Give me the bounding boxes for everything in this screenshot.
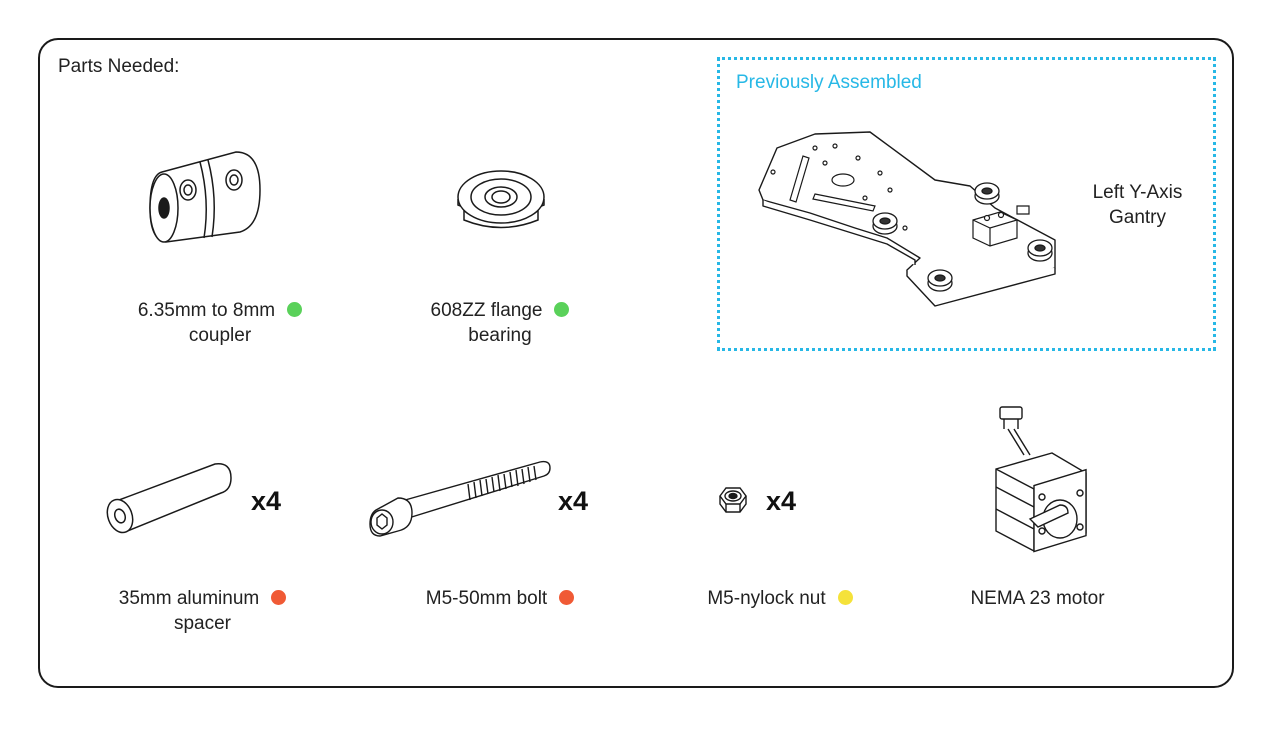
nylock-nut-icon bbox=[716, 484, 750, 516]
previously-assembled-label: Previously Assembled bbox=[736, 72, 922, 93]
part-label-bolt: M5-50mm bolt bbox=[400, 586, 600, 611]
part-name-line2: spacer bbox=[173, 613, 232, 634]
part-name: 6.35mm to 8mm bbox=[137, 300, 276, 321]
gantry-label-line2: Gantry bbox=[1108, 207, 1167, 228]
coupler-icon bbox=[148, 150, 266, 245]
part-label-nut: M5-nylock nut bbox=[680, 586, 880, 611]
gantry-label-line1: Left Y-Axis bbox=[1092, 182, 1183, 203]
spacer-icon bbox=[105, 460, 235, 535]
gantry-label: Left Y-Axis Gantry bbox=[1070, 180, 1205, 230]
part-label-coupler: 6.35mm to 8mm coupler bbox=[110, 298, 330, 348]
part-name: M5-50mm bolt bbox=[425, 588, 548, 609]
part-name: 608ZZ flange bbox=[430, 300, 543, 321]
status-dot-green bbox=[554, 302, 570, 317]
bolt-icon bbox=[368, 458, 553, 538]
part-label-spacer: 35mm aluminum spacer bbox=[95, 586, 310, 636]
quantity-spacer: x4 bbox=[251, 486, 282, 516]
part-name-line2: bearing bbox=[468, 325, 532, 346]
status-dot-yellow bbox=[837, 590, 853, 605]
previously-assembled-box bbox=[717, 57, 1216, 351]
part-label-flange-bearing: 608ZZ flange bearing bbox=[400, 298, 600, 348]
part-name: 35mm aluminum bbox=[118, 588, 260, 609]
gantry-plate-icon bbox=[755, 128, 1060, 303]
status-dot-orange bbox=[559, 590, 575, 605]
quantity-nut: x4 bbox=[766, 486, 797, 516]
part-name-line2: coupler bbox=[188, 325, 252, 346]
part-name: M5-nylock nut bbox=[707, 588, 826, 609]
quantity-bolt: x4 bbox=[558, 486, 589, 516]
parts-panel bbox=[38, 38, 1234, 688]
flange-bearing-icon bbox=[456, 165, 546, 235]
status-dot-orange bbox=[271, 590, 287, 605]
page-title: Parts Needed: bbox=[58, 56, 180, 77]
part-name: NEMA 23 motor bbox=[970, 588, 1105, 609]
status-dot-green bbox=[287, 302, 303, 317]
part-label-motor: NEMA 23 motor bbox=[940, 586, 1135, 611]
stepper-motor-icon bbox=[990, 405, 1090, 553]
